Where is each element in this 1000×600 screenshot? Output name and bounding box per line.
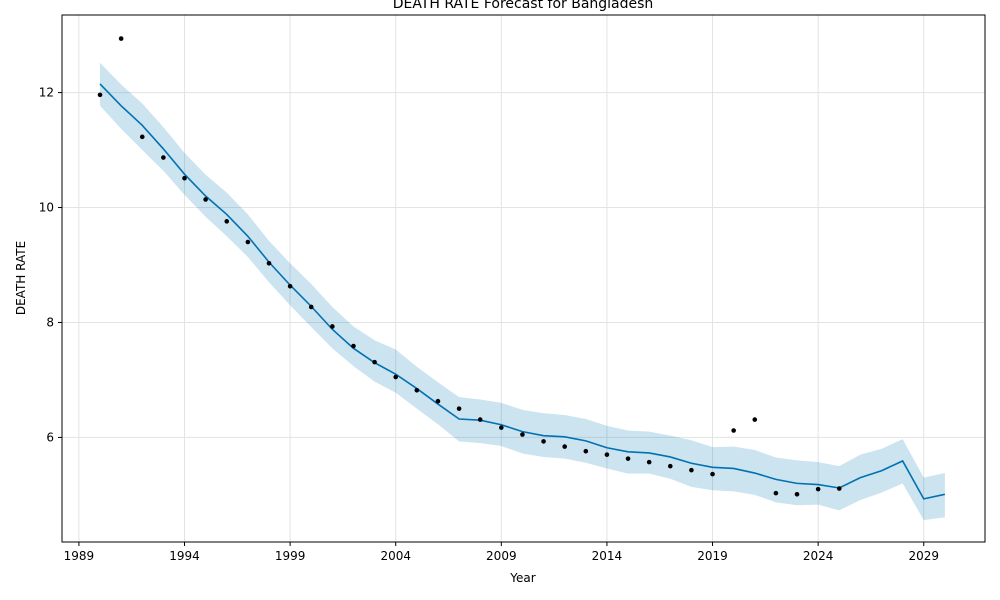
observed-point (836, 486, 842, 491)
observed-point (667, 463, 673, 469)
forecast-line (99, 83, 946, 500)
observed-point (393, 374, 399, 380)
observed-point (330, 324, 335, 329)
observed-point (562, 444, 567, 449)
observed-point (710, 471, 715, 477)
observed-point (477, 417, 483, 422)
x-tick-label: 2029 (908, 549, 939, 563)
observed-point (625, 456, 631, 461)
observed-point (520, 432, 525, 437)
observed-point (308, 304, 314, 310)
observed-point (287, 283, 293, 289)
y-tick-label: 12 (39, 86, 54, 100)
observed-point (372, 359, 377, 365)
grid (62, 15, 985, 542)
observed-point (266, 260, 272, 266)
observed-point (161, 155, 166, 160)
plot-area (61, 14, 986, 543)
x-axis: 1989 1994 1999 2004 2009 2014 2019 2024 2029 (64, 542, 939, 563)
x-tick-label: 2024 (803, 549, 834, 563)
x-tick-label: 1989 (64, 549, 95, 563)
observed-point (414, 387, 420, 393)
y-axis-label: DEATH RATE (14, 241, 28, 315)
observed-point (224, 219, 230, 224)
observed-point (583, 448, 589, 454)
x-tick-label: 1999 (275, 549, 306, 563)
observed-point (541, 439, 546, 444)
observed-point (689, 467, 694, 473)
observed-point (752, 417, 758, 422)
x-tick-label: 1994 (169, 549, 200, 563)
chart-title: DEATH RATE Forecast for Bangladesh (393, 0, 654, 12)
observed-point (773, 490, 779, 496)
x-tick-label: 2019 (697, 549, 728, 563)
uncertainty-band (100, 62, 945, 521)
y-tick-label: 6 (46, 430, 54, 444)
observed-point (815, 486, 821, 492)
x-tick-label: 2009 (486, 549, 517, 563)
y-axis: 6 8 10 12 (39, 86, 62, 444)
y-tick-label: 8 (46, 315, 54, 329)
observed-point (351, 343, 356, 349)
observed-point (118, 36, 124, 41)
observed-point (456, 406, 462, 411)
x-tick-label: 2014 (592, 549, 623, 563)
y-tick-label: 10 (39, 201, 54, 215)
observed-point (604, 452, 610, 457)
observed-point (97, 92, 103, 98)
x-tick-label: 2004 (380, 549, 411, 563)
observed-point (646, 459, 652, 465)
observed-point (794, 491, 800, 497)
observed-point (435, 398, 441, 404)
observed-point (182, 175, 187, 181)
x-axis-label: Year (509, 571, 535, 585)
observed-points (97, 36, 842, 497)
observed-point (731, 428, 736, 433)
observed-point (139, 134, 145, 140)
observed-point (499, 425, 504, 430)
observed-point (203, 197, 208, 202)
observed-point (245, 239, 251, 245)
